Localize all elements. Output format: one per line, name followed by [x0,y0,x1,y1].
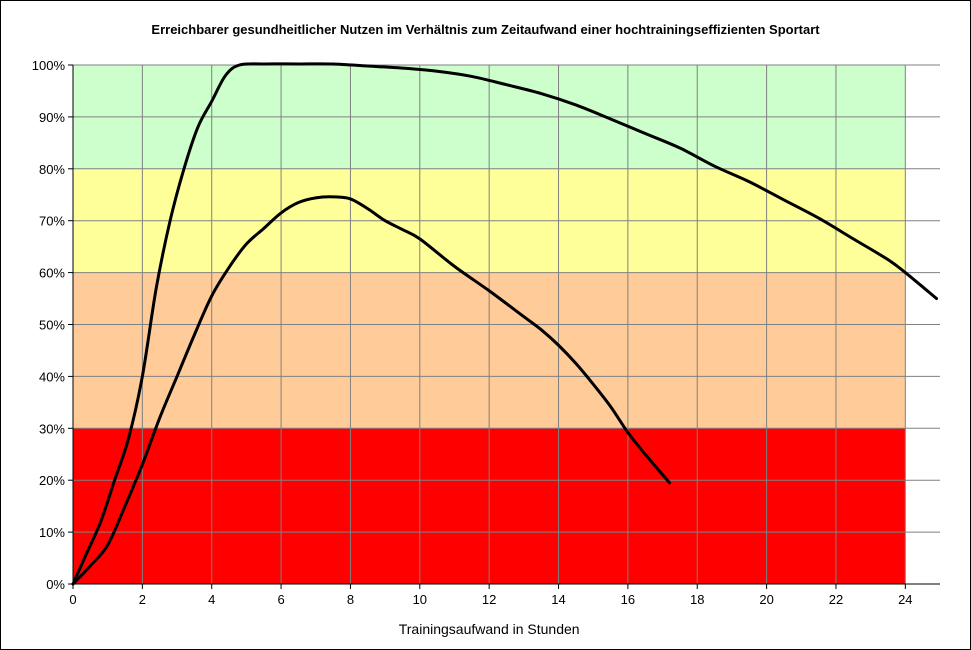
x-tick-label-3: 6 [277,592,284,607]
series-lines [71,62,939,586]
x-tick-label-10: 20 [759,592,773,607]
chart-title: Erreichbarer gesundheitlicher Nutzen im … [151,22,820,37]
axes [68,64,940,589]
y-tick-label-2: 20% [39,473,65,488]
y-tick-label-8: 80% [39,162,65,177]
y-tick-label-0: 0% [46,577,65,592]
y-tick-label-7: 70% [39,214,65,229]
tick-labels: 0 2 4 6 8 10 12 14 16 18 20 22 240%10%20%30%40%50%60… [32,58,913,607]
grid-lines [73,64,940,584]
y-tick-label-1: 10% [39,525,65,540]
x-tick-label-2: 4 [208,592,215,607]
y-tick-label-3: 30% [39,421,65,436]
y-tick-label-9: 90% [39,110,65,125]
x-tick-label-11: 22 [829,592,843,607]
x-axis-title: Trainingsaufwand in Stunden [399,621,580,637]
y-tick-label-5: 50% [39,318,65,333]
x-tick-label-1: 2 [139,592,146,607]
y-tick-label-10: 100% [32,58,66,73]
series-line-0 [71,62,939,586]
x-tick-label-9: 18 [690,592,704,607]
x-tick-label-12: 24 [898,592,912,607]
x-tick-label-0: 0 [69,592,76,607]
x-tick-label-5: 10 [413,592,427,607]
y-tick-label-6: 60% [39,266,65,281]
x-tick-label-6: 12 [482,592,496,607]
x-tick-label-4: 8 [347,592,354,607]
series-line-1 [71,195,671,586]
y-tick-label-4: 40% [39,369,65,384]
x-tick-label-8: 16 [621,592,635,607]
x-tick-label-7: 14 [551,592,565,607]
